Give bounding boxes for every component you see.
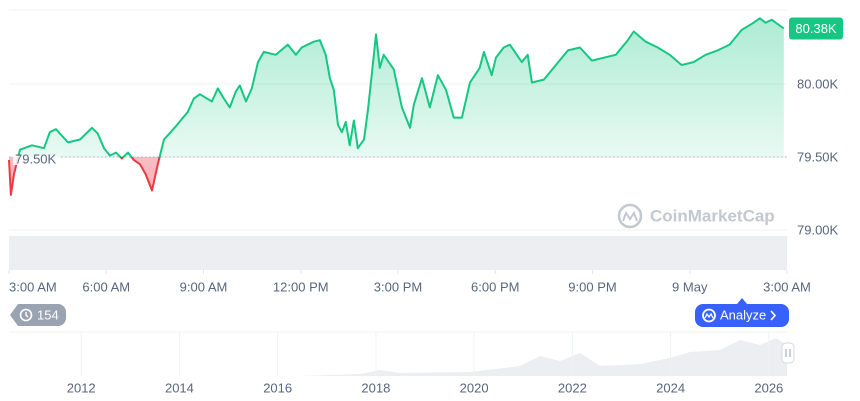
- price-line-up: [17, 17, 785, 157]
- history-button[interactable]: 154: [10, 304, 66, 326]
- price-badge: [789, 17, 843, 40]
- analyze-label: Analyze: [720, 307, 766, 322]
- price-line-down: [8, 156, 161, 196]
- x-tick-label: 3:00 AM: [763, 279, 811, 294]
- navigator-year-label: 2012: [67, 380, 96, 395]
- x-tick-label: 3:00 AM: [9, 279, 57, 294]
- volume-band: [9, 236, 787, 270]
- x-tick-label: 6:00 PM: [471, 279, 519, 294]
- area-below: [9, 156, 160, 195]
- price-badge-label: 80.38K: [795, 21, 837, 36]
- x-tick-label: 12:00 PM: [273, 279, 329, 294]
- x-tick-label: 3:00 PM: [374, 279, 422, 294]
- navigator-year-label: 2016: [263, 380, 292, 395]
- x-tick-label: 6:00 AM: [82, 279, 130, 294]
- analyze-button[interactable]: Analyze: [695, 298, 789, 327]
- navigator-area: [9, 338, 787, 376]
- navigator-year-label: 2022: [558, 380, 587, 395]
- navigator-handle[interactable]: [781, 342, 795, 364]
- watermark: CoinMarketCap: [617, 203, 775, 229]
- y-tick-label: 80.00K: [797, 76, 839, 91]
- y-tick-label: 79.00K: [797, 222, 839, 237]
- x-tick-label: 9:00 PM: [568, 279, 616, 294]
- y-tick-label: 79.50K: [797, 149, 839, 164]
- baseline-label: 79.50K: [15, 151, 57, 166]
- x-tick-label: 9 May: [672, 279, 708, 294]
- area-above: [9, 18, 784, 157]
- navigator-year-label: 2026: [754, 380, 783, 395]
- navigator-year-label: 2018: [361, 380, 390, 395]
- baseline-label-bg: [13, 155, 59, 165]
- x-tick-label: 9:00 AM: [180, 279, 228, 294]
- navigator-year-label: 2020: [460, 380, 489, 395]
- handle-grip: [785, 349, 791, 357]
- history-count: 154: [37, 307, 59, 322]
- watermark-text: CoinMarketCap: [650, 206, 775, 225]
- navigator-year-label: 2014: [165, 380, 194, 395]
- navigator-year-label: 2024: [656, 380, 685, 395]
